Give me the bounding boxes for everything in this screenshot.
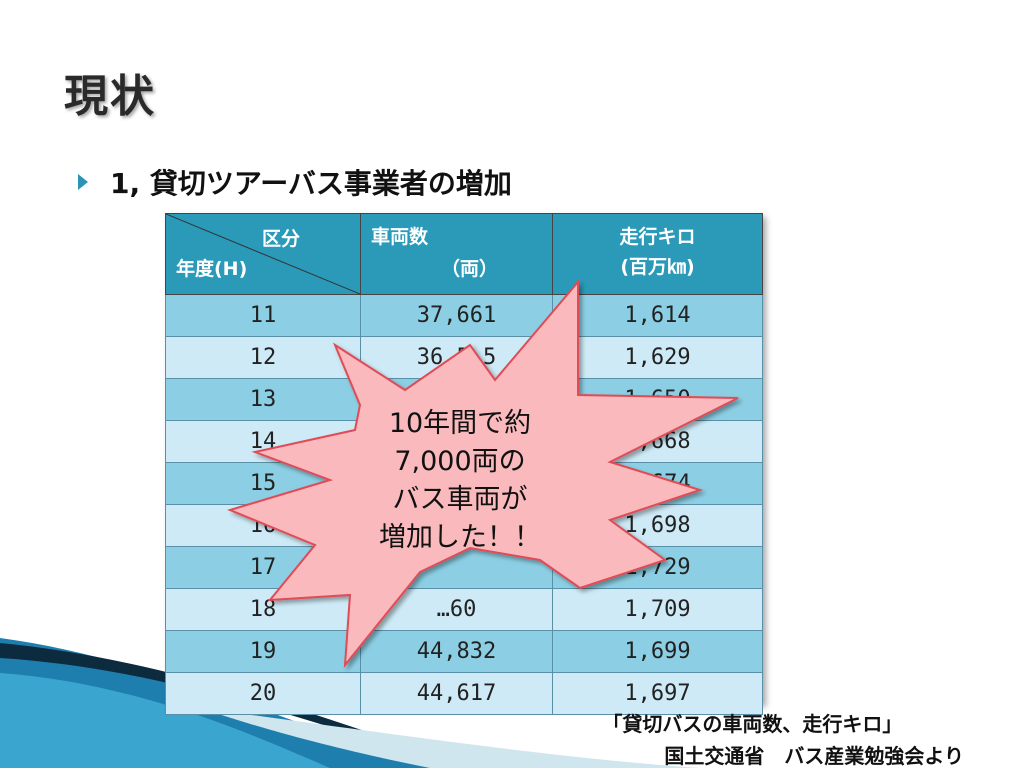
km-cell: 1,668 [552, 420, 763, 463]
table-row: 20 44,617 1,697 [165, 672, 763, 715]
slide-title: 現状 [64, 71, 156, 122]
callout-text: 10年間で約 7,000両の バス車両が 増加した！！ [350, 405, 570, 557]
header-km-unit: (百万㎞) [620, 256, 695, 278]
header-vehicles-unit: （両） [441, 258, 499, 280]
km-cell: 1,699 [552, 630, 763, 673]
km-cell: 1,629 [552, 336, 763, 379]
vehicles-cell: 44,617 [360, 672, 553, 715]
vehicles-cell: 44,832 [360, 630, 553, 673]
bullet-text: 1, 貸切ツアーバス事業者の増加 [110, 167, 512, 200]
year-cell: 19 [165, 630, 361, 673]
vehicles-cell: 36,5…5 [360, 336, 553, 379]
year-cell: 11 [165, 294, 361, 337]
header-vehicles-cell: 車両数 （両） [360, 213, 553, 295]
table-row: 11 37,661 1,614 [165, 294, 763, 337]
header-category-label: 区分 [262, 228, 301, 250]
bullet-arrow-icon [78, 174, 88, 190]
km-cell: 1,729 [552, 546, 763, 589]
km-cell: 1,674 [552, 462, 763, 505]
year-cell: 12 [165, 336, 361, 379]
header-vehicles-label: 車両数 [371, 226, 429, 248]
table-row: 19 44,832 1,699 [165, 630, 763, 673]
header-year-label: 年度(H) [176, 258, 248, 280]
source-citation: 「貸切バスの車両数、走行キロ」 国土交通省 バス産業勉強会より [602, 708, 964, 772]
km-cell: 1,698 [552, 504, 763, 547]
header-km-label: 走行キロ [619, 226, 696, 248]
year-cell: 16 [165, 504, 361, 547]
year-cell: 14 [165, 420, 361, 463]
header-corner-cell: 区分 年度(H) [165, 213, 361, 295]
table-row: 18 …60 1,709 [165, 588, 763, 631]
callout-line: 10年間で約 [388, 408, 532, 439]
bullet-point: 1, 貸切ツアーバス事業者の増加 [78, 162, 512, 202]
header-km-cell: 走行キロ (百万㎞) [552, 213, 763, 295]
km-cell: 1,697 [552, 672, 763, 715]
year-cell: 20 [165, 672, 361, 715]
table-row: 12 36,5…5 1,629 [165, 336, 763, 379]
year-cell: 13 [165, 378, 361, 421]
callout-line: バス車両が [392, 484, 528, 515]
km-cell: 1,650 [552, 378, 763, 421]
year-cell: 17 [165, 546, 361, 589]
vehicles-cell: 37,661 [360, 294, 553, 337]
callout-line: 7,000両の [394, 446, 526, 477]
source-line-1: 「貸切バスの車両数、走行キロ」 [602, 712, 903, 736]
callout-line: 増加した！！ [379, 522, 541, 553]
source-line-2: 国土交通省 バス産業勉強会より [664, 744, 964, 768]
km-cell: 1,709 [552, 588, 763, 631]
year-cell: 15 [165, 462, 361, 505]
km-cell: 1,614 [552, 294, 763, 337]
year-cell: 18 [165, 588, 361, 631]
vehicles-cell: …60 [360, 588, 553, 631]
